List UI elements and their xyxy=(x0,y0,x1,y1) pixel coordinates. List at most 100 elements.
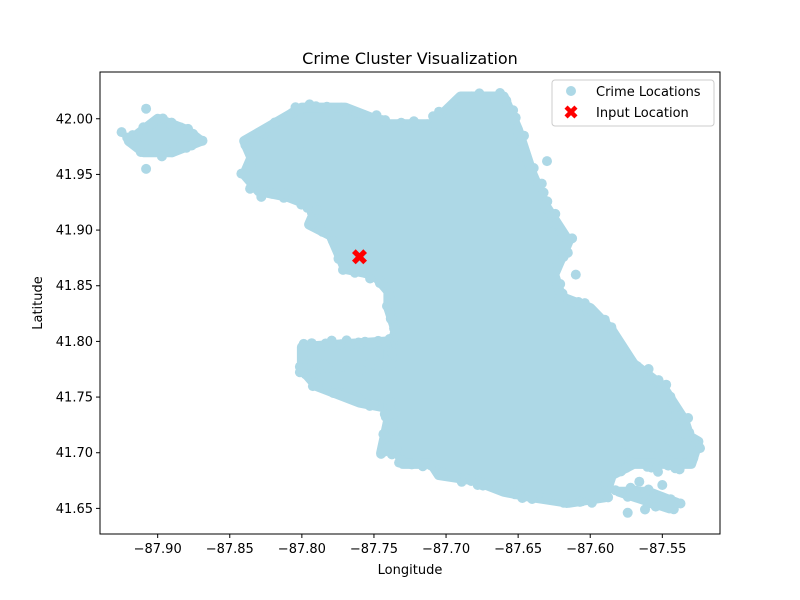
crime-point xyxy=(610,485,621,496)
crime-point xyxy=(373,335,384,346)
legend-label-input-location: Input Location xyxy=(596,106,689,121)
crime-point xyxy=(401,121,412,132)
crime-point xyxy=(318,359,329,370)
crime-point xyxy=(665,494,676,505)
crime-point xyxy=(266,188,277,199)
crime-point xyxy=(517,493,528,503)
crime-point xyxy=(349,392,360,403)
crime-point xyxy=(466,91,477,102)
crime-point xyxy=(383,288,394,299)
y-axis-label: Latitude xyxy=(31,276,46,330)
crime-point xyxy=(509,489,520,500)
crime-point xyxy=(451,471,462,482)
crime-point xyxy=(157,113,168,124)
legend-box xyxy=(551,79,715,127)
crime-point xyxy=(594,490,605,501)
x-tick-label: −87.55 xyxy=(638,542,686,557)
crime-point xyxy=(166,117,177,128)
x-axis-label: Longitude xyxy=(378,563,443,578)
legend: Crime Locations Input Location xyxy=(551,79,715,127)
crime-point xyxy=(501,485,512,496)
crime-point xyxy=(611,467,622,478)
crime-point xyxy=(310,101,321,112)
crime-point xyxy=(328,388,339,398)
crime-point xyxy=(656,492,667,503)
y-tick-label: 41.85 xyxy=(56,279,93,294)
crime-point xyxy=(653,375,664,386)
crime-point xyxy=(551,219,562,230)
crime-point xyxy=(307,218,318,229)
y-tick-label: 41.80 xyxy=(56,335,93,350)
crime-point xyxy=(670,403,680,414)
crime-point xyxy=(554,293,565,304)
x-axis: −87.90 −87.85 −87.80 −87.75 −87.70 −87.65 −87.… xyxy=(134,534,686,557)
crime-point xyxy=(381,443,392,454)
crime-point xyxy=(640,504,650,515)
crime-point xyxy=(653,449,664,460)
crime-point xyxy=(175,122,186,133)
crime-point xyxy=(175,142,186,153)
crime-point xyxy=(389,408,399,419)
crime-point xyxy=(501,95,512,106)
crime-point xyxy=(135,140,146,151)
y-tick-label: 42.00 xyxy=(56,112,93,127)
crime-point xyxy=(333,253,344,264)
input-location-marker xyxy=(352,249,367,265)
crime-point xyxy=(326,335,337,346)
crime-point xyxy=(308,342,319,353)
crime-point xyxy=(309,377,320,388)
legend-marker-crime-locations xyxy=(566,86,576,96)
crime-point xyxy=(385,313,396,324)
crime-point xyxy=(494,479,505,490)
crime-point xyxy=(542,156,552,167)
crime-point xyxy=(351,107,362,118)
x-tick-label: −87.75 xyxy=(350,542,398,557)
crime-point xyxy=(396,455,407,465)
crime-point xyxy=(422,119,433,130)
y-tick-label: 41.90 xyxy=(56,224,93,239)
crime-point xyxy=(322,381,332,392)
crime-point xyxy=(622,507,633,518)
crime-point xyxy=(408,116,419,127)
crime-point xyxy=(361,114,372,125)
crime-point xyxy=(542,492,553,503)
crime-point xyxy=(558,251,569,262)
crime-point xyxy=(695,443,705,454)
crime-point xyxy=(141,163,152,174)
crime-point xyxy=(552,258,563,269)
crime-point xyxy=(364,358,375,369)
crime-point xyxy=(660,443,671,454)
x-tick-label: −87.70 xyxy=(422,542,470,557)
crime-point xyxy=(339,105,350,116)
chart-title: Crime Cluster Visualization xyxy=(302,49,518,68)
crime-point xyxy=(298,361,309,372)
crime-point xyxy=(143,144,154,155)
crime-point xyxy=(456,93,467,103)
crime-point xyxy=(549,272,560,283)
crime-point xyxy=(430,118,441,129)
plot-frame xyxy=(99,71,721,535)
legend-label-crime-locations: Crime Locations xyxy=(596,85,701,100)
crime-point xyxy=(245,161,256,172)
crime-point xyxy=(382,301,392,311)
crime-point xyxy=(374,278,385,289)
crime-point xyxy=(643,364,654,374)
x-tick-label: −87.80 xyxy=(278,542,326,557)
crime-point xyxy=(638,458,649,469)
crime-point xyxy=(674,464,685,475)
crime-point xyxy=(245,174,255,185)
crime-point xyxy=(657,480,668,490)
crime-point xyxy=(378,429,389,440)
crime-point xyxy=(386,359,397,369)
crime-point xyxy=(570,269,581,280)
crime-point xyxy=(522,156,533,167)
crime-point xyxy=(236,168,247,179)
crime-point xyxy=(141,103,152,114)
crime-point xyxy=(167,147,178,158)
crime-point xyxy=(621,438,632,449)
crime-point xyxy=(138,122,149,133)
crime-point xyxy=(311,205,322,216)
crime-point xyxy=(328,236,338,246)
